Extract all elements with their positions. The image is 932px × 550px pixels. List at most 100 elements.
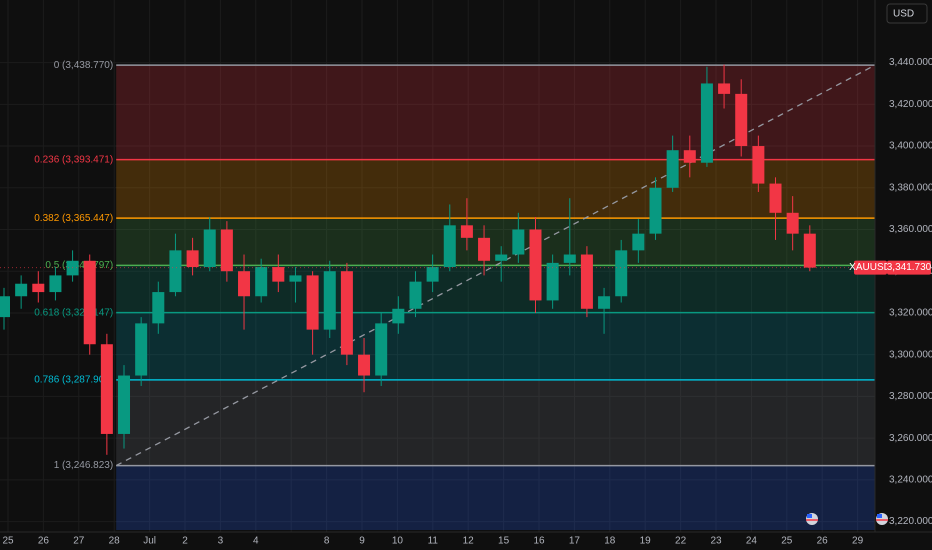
x-tick-label: 9 — [359, 536, 365, 547]
candle-body — [426, 267, 439, 282]
x-tick-label: 22 — [675, 536, 687, 547]
candle-body — [598, 296, 611, 309]
candle-body — [495, 254, 508, 261]
event-icon-flag — [807, 514, 812, 518]
candle-body — [529, 229, 542, 301]
x-tick-label: 23 — [710, 536, 722, 547]
price-tag-box — [887, 260, 931, 275]
event-icon[interactable] — [806, 513, 818, 525]
y-tick-label: 3,440.000 — [889, 57, 932, 68]
event-icon-flag — [877, 514, 882, 518]
candle-body — [615, 250, 628, 297]
candle-body — [786, 212, 799, 234]
candle-body — [735, 93, 748, 147]
candle-body — [375, 323, 388, 376]
fib-label: 0.786 (3,287.900) — [34, 375, 113, 386]
candles — [0, 64, 816, 455]
candle-body — [769, 183, 782, 213]
candle-body — [15, 283, 28, 297]
x-tick-label: 25 — [781, 536, 793, 547]
candle-body — [323, 271, 336, 330]
candle-body — [700, 83, 713, 163]
x-tick-label: 24 — [746, 536, 758, 547]
y-tick-label: 3,320.000 — [889, 308, 932, 319]
x-tick-label: 3 — [218, 536, 224, 547]
candle-body — [340, 271, 353, 355]
fib-band — [116, 265, 875, 313]
fib-label: 0.382 (3,365.447) — [34, 213, 113, 224]
candle-body — [186, 250, 199, 268]
fib-label: 0.5 (3,342.797) — [45, 260, 113, 271]
fib-band — [116, 65, 875, 160]
x-tick-label: 11 — [428, 536, 439, 547]
y-tick-label: 3,300.000 — [889, 349, 932, 360]
x-tick-label: 8 — [324, 536, 330, 547]
y-tick-label: 3,240.000 — [889, 474, 932, 485]
candle-body — [478, 237, 491, 261]
candle-body — [683, 150, 696, 163]
candle-body — [752, 146, 765, 184]
candle-body — [118, 375, 131, 434]
candle-body — [220, 229, 233, 272]
x-tick-label: 15 — [498, 536, 510, 547]
fib-band — [116, 379, 875, 466]
fib-label: 1 (3,246.823) — [54, 460, 114, 471]
fib-band — [116, 465, 875, 530]
candle-body — [563, 254, 576, 263]
candle-body — [255, 267, 268, 297]
candle-body — [135, 323, 148, 376]
candle-body — [632, 233, 645, 251]
candle-body — [289, 275, 302, 282]
x-tick-label: 25 — [2, 536, 14, 547]
candle-body — [238, 271, 251, 297]
x-tick-label: 19 — [640, 536, 652, 547]
x-tick-label: Jul — [143, 536, 156, 547]
candle-body — [460, 225, 473, 238]
fib-band — [116, 159, 875, 219]
candle-body — [272, 267, 285, 282]
y-tick-label: 3,420.000 — [889, 99, 932, 110]
candle-body — [392, 308, 405, 324]
candle-body — [203, 229, 216, 268]
x-tick-label: 18 — [604, 536, 616, 547]
y-tick-label: 3,380.000 — [889, 182, 932, 193]
x-tick-label: 12 — [463, 536, 475, 547]
price-tag-label: 3,341.730 — [887, 262, 932, 273]
x-tick-label: 2 — [182, 536, 188, 547]
symbol-tag — [854, 260, 887, 275]
candle-body — [83, 260, 96, 345]
candle-body — [803, 233, 816, 268]
currency-button[interactable] — [886, 3, 928, 24]
candle-body — [100, 344, 113, 434]
candle-body — [0, 296, 11, 318]
event-icon[interactable] — [876, 513, 888, 525]
currency: USD — [893, 9, 914, 20]
y-tick-label: 3,400.000 — [889, 141, 932, 152]
candle-body — [49, 275, 62, 293]
candle-body — [718, 83, 731, 94]
y-tick-label: 3,220.000 — [889, 516, 932, 527]
x-tick-label: 4 — [253, 536, 259, 547]
x-tick-label: 16 — [533, 536, 545, 547]
x-tick-label: 29 — [852, 536, 864, 547]
fib-label: 0.618 (3,320.147) — [34, 307, 113, 318]
fibonacci: 0 (3,438.770) 0.236 (3,393.471) 0.382 (3,3… — [34, 60, 876, 530]
symbol-label: XAUUSD — [849, 262, 891, 273]
candle-body — [666, 150, 679, 188]
candle-body — [649, 187, 662, 234]
x-tick-label: 28 — [109, 536, 121, 547]
y-tick-label: 3,260.000 — [889, 433, 932, 444]
fib-band — [116, 312, 875, 380]
candle-body — [443, 225, 456, 268]
candle-body — [409, 281, 422, 309]
y-tick-label: 3,360.000 — [889, 224, 932, 235]
candle-body — [32, 283, 45, 293]
candle-body — [358, 354, 371, 376]
y-tick-label: 3,280.000 — [889, 391, 932, 402]
candle-body — [306, 275, 319, 330]
fib-label: 0.236 (3,393.471) — [34, 154, 113, 165]
candle-body — [512, 229, 525, 255]
x-tick-label: 26 — [38, 536, 50, 547]
